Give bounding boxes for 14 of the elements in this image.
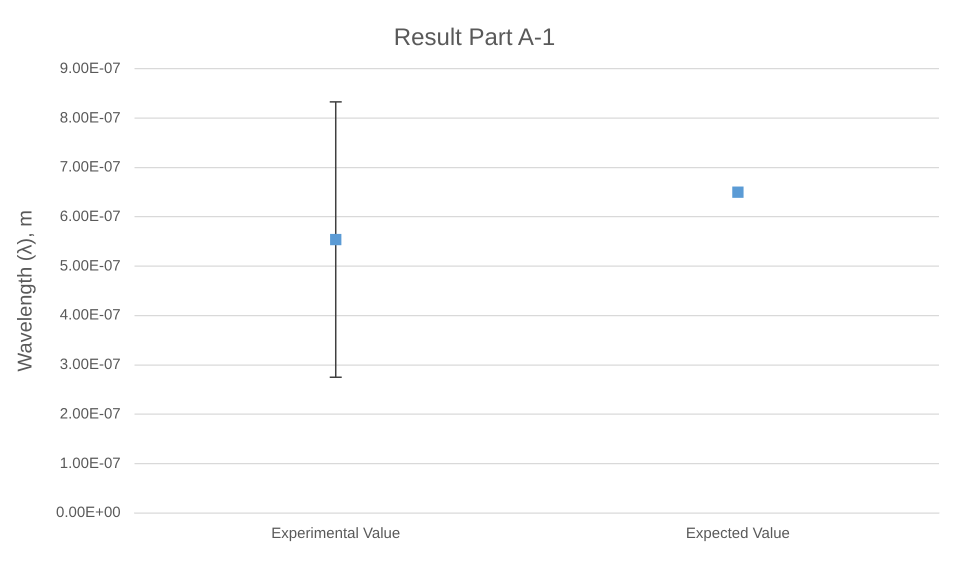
chart-title: Result Part A-1: [394, 24, 556, 52]
y-tick-label: 9.00E-07: [60, 60, 121, 77]
y-tick-label: 1.00E-07: [60, 454, 121, 472]
y-tick-label: 7.00E-07: [60, 158, 121, 176]
y-tick-label: 8.00E-07: [60, 109, 121, 126]
x-tick-label: Expected Value: [686, 525, 790, 542]
y-axis-title: Wavelength (λ), m: [14, 210, 37, 372]
y-tick-label: 6.00E-07: [60, 208, 121, 226]
y-tick-label: 3.00E-07: [60, 356, 121, 374]
y-tick-label: 0.00E+00: [56, 504, 121, 522]
y-tick-label: 2.00E-07: [60, 405, 121, 422]
y-tick-label: 4.00E-07: [60, 306, 121, 324]
y-tick-label: 5.00E-07: [60, 257, 121, 274]
x-tick-label: Experimental Value: [271, 525, 400, 542]
